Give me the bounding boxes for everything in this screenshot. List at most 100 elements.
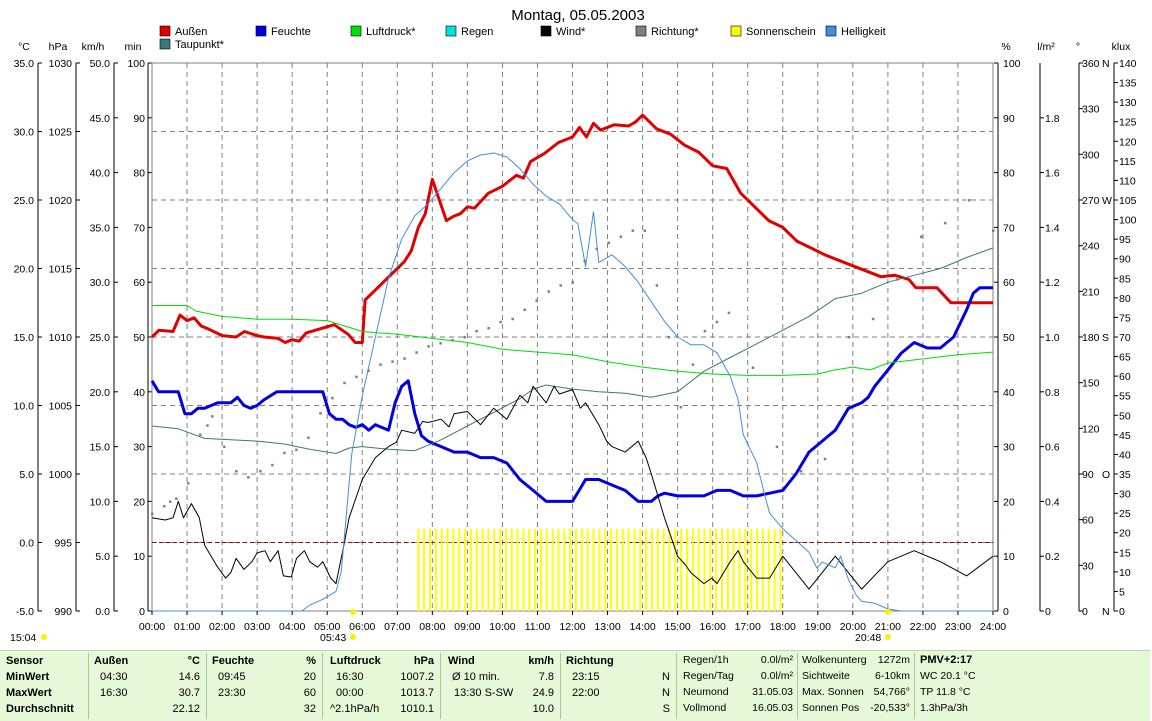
stats-regen-value: 0.0l/m² [760,654,793,666]
stats-aussen-head: Außen [94,655,129,667]
deg-axis-label: 210 [1082,286,1100,298]
x-tick-label: 13:00 [594,621,620,633]
rain-axis-label: 0.6 [1045,442,1060,454]
klux-axis-label: 100 [1119,215,1137,227]
sunrise-axis-marker [350,609,356,615]
stats-aussen-max: 30.7 [178,687,200,699]
klux-axis-label: 135 [1119,78,1137,90]
press-axis-label: 995 [54,538,72,550]
pct-axis-label: 40 [1003,387,1015,399]
x-tick-label: 00:00 [139,621,165,633]
klux-axis-label: 10 [1119,567,1131,579]
klux-axis-label: 80 [1119,293,1131,305]
deg-axis-label: 330 [1082,104,1100,116]
direction-dot [259,469,262,473]
rain-axis-label: 1.8 [1045,113,1060,125]
klux-axis-label: 15 [1119,547,1131,559]
direction-dot [247,476,250,479]
direction-dot [631,229,635,232]
series-line-feuchte [150,286,993,503]
pct-unit: % [1001,41,1010,53]
x-tick-label: 22:00 [910,621,936,633]
klux-axis-label: 5 [1119,586,1125,598]
direction-dot [211,415,214,418]
x-tick-label: 07:00 [384,621,410,633]
pct-axis-label: 60 [1003,277,1015,289]
stats-feuchte-unit: % [306,655,316,667]
min-axis-label: 20 [133,496,145,508]
klux-axis-label: 105 [1119,195,1137,207]
wind-axis-label: 10.0 [90,496,111,508]
stats-wolken-value: 1272m [877,654,910,666]
series-line-luftdruck [152,305,994,376]
stats-luftdruck-max-time: 00:00 [336,687,364,699]
direction-dot [919,235,923,239]
klux-axis-label: 25 [1119,508,1131,520]
stats-wolken-label: Sichtweite [802,670,850,682]
min-axis-label: 100 [127,58,145,70]
direction-dot [895,278,899,281]
wind-axis-label: 25.0 [90,332,111,344]
klux-axis-label: 70 [1119,332,1131,344]
stats-luftdruck-head: Luftdruck [330,655,381,667]
klux-axis-label: 35 [1119,469,1131,481]
direction-dot [847,336,851,339]
direction-dot [283,451,286,455]
stats-feuchte-max-time: 23:30 [218,687,246,699]
klux-axis-label: 115 [1119,156,1136,168]
direction-dot [691,363,695,366]
stats-wolken-value: -20,533° [870,702,910,714]
stats-moon-value: 31.05.03 [752,686,793,698]
direction-dot [223,445,226,449]
legend-swatch [159,38,171,50]
x-tick-label: 11:00 [525,621,551,633]
legend-swatch [255,25,267,37]
stats-wind-max: 24.9 [532,687,554,699]
direction-dot [992,229,995,232]
rain-axis-label: 0.8 [1045,387,1060,399]
x-tick-label: 10:00 [489,621,515,633]
klux-axis-label: 50 [1119,410,1131,422]
direction-dot [295,448,298,452]
wind-unit: km/h [82,41,105,53]
direction-dot [206,424,209,427]
temp-axis-label: 20.0 [14,264,35,276]
direction-dot [943,221,947,225]
stats-feuchte-min: 20 [303,671,316,683]
pct-axis-label: 50 [1003,332,1015,344]
series-line-taupunkt [151,247,994,454]
wind-axis-label: 0.0 [95,606,110,618]
direction-dot [967,199,971,202]
legend-label: Luftdruck* [366,26,416,38]
dir-axis-label: O [1102,469,1110,481]
legend-label: Wind* [556,26,586,38]
series-lines [150,113,995,612]
direction-dot [535,299,538,302]
axes: 35.030.025.020.015.010.05.00.0-5.0103010… [14,41,1137,618]
stats-feuchte-avg: 32 [303,703,316,715]
min-axis-label: 30 [133,442,145,454]
direction-dot [151,512,154,516]
legend-swatch [159,25,171,37]
direction-dot [355,375,358,379]
temp-axis-label: 5.0 [19,469,34,481]
direction-dot [775,445,779,449]
press-axis-label: 990 [54,606,72,618]
direction-dot [715,320,719,324]
press-axis-label: 1020 [49,195,73,207]
direction-dot [559,284,562,287]
temp-axis-label: -5.0 [16,606,34,618]
rain-axis-label: 0 [1045,606,1051,618]
deg-axis-label: 270 [1082,195,1100,207]
direction-dot [463,336,466,339]
direction-dot [799,469,803,473]
x-tick-label: 05:00 [314,621,340,633]
stats-wind-avg-label: Ø 10 min. [452,671,500,683]
direction-dot [751,366,755,369]
legend-swatch [825,25,837,37]
wind-axis-label: 20.0 [90,387,111,399]
chart-title: Montag, 05.05.2003 [511,7,644,24]
deg-axis-label: 180 [1082,332,1100,344]
